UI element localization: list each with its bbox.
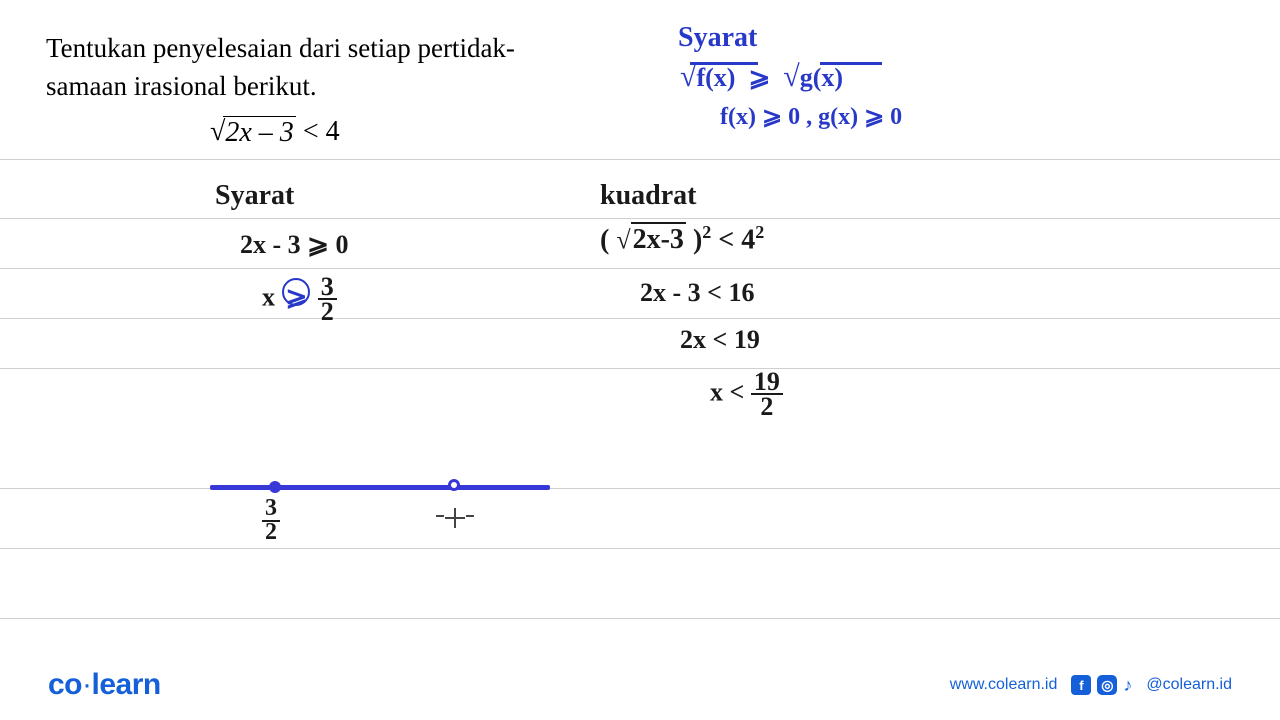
footer-handle: @colearn.id — [1146, 676, 1232, 694]
overline-fx — [690, 62, 758, 65]
formula-inequality: < 4 — [303, 116, 340, 147]
sup-2-left: 2 — [702, 222, 711, 242]
footer-right: www.colearn.id f ◎ ♪ @colearn.id — [950, 675, 1232, 696]
instagram-icon: ◎ — [1097, 675, 1117, 695]
note-fx: f(x) — [696, 63, 735, 92]
note-condition-domain: f(x) ⩾ 0 , g(x) ⩾ 0 — [720, 102, 902, 131]
nl-den: 2 — [262, 522, 280, 544]
cursor-dash-left — [436, 515, 444, 517]
note-syarat-heading: Syarat — [678, 22, 757, 54]
footer-url: www.colearn.id — [950, 676, 1058, 694]
logo-co: co — [48, 668, 82, 701]
footer: co·learn www.colearn.id f ◎ ♪ @colearn.i… — [0, 668, 1280, 702]
brand-logo: co·learn — [48, 668, 161, 702]
note-right-step4: x < 19 2 — [710, 370, 783, 419]
note-gx: g(x) — [800, 63, 843, 92]
note-right-step2: 2x - 3 < 16 — [640, 278, 754, 308]
note-squared-expr: ( √2x-3 )2 < 42 — [600, 222, 764, 256]
paren-close: ) — [693, 224, 702, 255]
lt-4: < 4 — [718, 224, 755, 255]
ruled-background — [0, 0, 1280, 720]
social-icons: f ◎ ♪ — [1071, 675, 1132, 696]
tiktok-icon: ♪ — [1123, 675, 1132, 696]
number-line-closed-dot — [269, 481, 281, 493]
note-condition-roots: √f(x) ⩾ √g(x) — [680, 60, 843, 94]
sqrt-arg-hand: 2x-3 — [631, 222, 686, 255]
note-kuadrat-heading: kuadrat — [600, 180, 696, 212]
note-x-lt: x < — [710, 377, 744, 406]
number-line-open-dot — [448, 479, 460, 491]
paren-open: ( — [600, 224, 609, 255]
frac-den-2: 2 — [318, 300, 337, 323]
note-ge-1: ⩾ — [748, 63, 770, 92]
overline-gx — [820, 62, 882, 65]
sqrt-argument: 2x – 3 — [223, 116, 295, 149]
problem-line-2: samaan irasional berikut. — [46, 68, 317, 104]
cursor-dash-right — [466, 515, 474, 517]
note-right-step3: 2x < 19 — [680, 325, 760, 355]
facebook-icon: f — [1071, 675, 1091, 695]
note-left-x: x — [262, 282, 275, 311]
problem-formula: √ 2x – 3 < 4 — [210, 116, 340, 149]
logo-learn: learn — [92, 668, 161, 701]
circled-ge-annotation — [282, 278, 310, 306]
note-syarat-left: Syarat — [215, 180, 294, 212]
problem-line-1: Tentukan penyelesaian dari setiap pertid… — [46, 30, 515, 66]
cursor-crosshair — [445, 508, 465, 528]
number-line-label-left: 3 2 — [262, 498, 280, 543]
note-left-step1: 2x - 3 ⩾ 0 — [240, 230, 348, 260]
frac-den-2b: 2 — [757, 395, 776, 418]
sup-2-right: 2 — [755, 222, 764, 242]
logo-dot: · — [82, 668, 92, 701]
number-line — [210, 485, 550, 490]
